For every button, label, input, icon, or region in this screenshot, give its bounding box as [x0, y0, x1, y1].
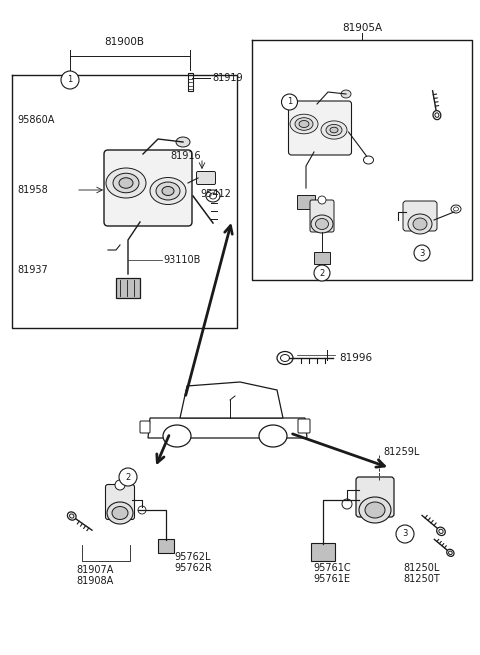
- FancyBboxPatch shape: [140, 421, 150, 433]
- Ellipse shape: [330, 127, 338, 133]
- Ellipse shape: [315, 219, 328, 229]
- Ellipse shape: [162, 187, 174, 195]
- Ellipse shape: [150, 178, 186, 204]
- Text: 95860A: 95860A: [17, 115, 54, 125]
- Ellipse shape: [311, 215, 333, 233]
- Circle shape: [281, 94, 298, 110]
- Ellipse shape: [259, 425, 287, 447]
- FancyBboxPatch shape: [356, 477, 394, 517]
- Circle shape: [414, 245, 430, 261]
- Text: 81905A: 81905A: [342, 23, 382, 33]
- FancyBboxPatch shape: [188, 73, 192, 91]
- Circle shape: [138, 506, 146, 514]
- FancyBboxPatch shape: [310, 200, 334, 232]
- FancyBboxPatch shape: [158, 539, 174, 553]
- FancyBboxPatch shape: [106, 485, 134, 519]
- FancyBboxPatch shape: [104, 150, 192, 226]
- Text: 81259L: 81259L: [383, 447, 420, 457]
- Ellipse shape: [439, 529, 443, 533]
- Ellipse shape: [447, 550, 454, 556]
- Ellipse shape: [435, 113, 439, 117]
- FancyBboxPatch shape: [311, 543, 335, 561]
- FancyBboxPatch shape: [116, 278, 140, 298]
- FancyBboxPatch shape: [288, 101, 351, 155]
- Text: 95412: 95412: [200, 189, 231, 199]
- Ellipse shape: [67, 512, 76, 520]
- Ellipse shape: [363, 156, 373, 164]
- Ellipse shape: [321, 121, 347, 139]
- Circle shape: [119, 468, 137, 486]
- Text: 81996: 81996: [339, 353, 372, 363]
- Ellipse shape: [209, 193, 216, 199]
- Circle shape: [396, 525, 414, 543]
- Ellipse shape: [326, 124, 342, 136]
- Ellipse shape: [113, 174, 139, 193]
- Ellipse shape: [290, 114, 318, 134]
- Text: 95762R: 95762R: [174, 563, 212, 573]
- Text: 1: 1: [67, 75, 72, 84]
- Text: 81919: 81919: [212, 73, 242, 83]
- Ellipse shape: [163, 425, 191, 447]
- Text: 81250L: 81250L: [403, 563, 439, 573]
- Ellipse shape: [437, 527, 445, 536]
- Ellipse shape: [454, 207, 458, 211]
- Text: 81250T: 81250T: [403, 574, 440, 584]
- Ellipse shape: [280, 354, 289, 362]
- Ellipse shape: [299, 121, 309, 128]
- Ellipse shape: [408, 214, 432, 234]
- Text: 1: 1: [287, 98, 292, 107]
- Ellipse shape: [295, 118, 313, 130]
- Text: 95762L: 95762L: [174, 552, 211, 562]
- Text: 81916: 81916: [170, 151, 201, 161]
- FancyBboxPatch shape: [297, 195, 315, 209]
- FancyBboxPatch shape: [196, 172, 216, 185]
- FancyBboxPatch shape: [298, 419, 310, 433]
- Text: 81908A: 81908A: [76, 576, 113, 586]
- Text: 95761E: 95761E: [313, 574, 350, 584]
- Polygon shape: [148, 418, 307, 438]
- Ellipse shape: [451, 205, 461, 213]
- Ellipse shape: [112, 506, 128, 519]
- Ellipse shape: [206, 190, 220, 202]
- Circle shape: [115, 480, 125, 490]
- Ellipse shape: [70, 514, 74, 518]
- Circle shape: [61, 71, 79, 89]
- Ellipse shape: [119, 178, 133, 188]
- Text: 81937: 81937: [17, 265, 48, 275]
- Ellipse shape: [365, 502, 385, 518]
- Text: 95761C: 95761C: [313, 563, 350, 573]
- Text: 81907A: 81907A: [76, 565, 113, 575]
- Text: 81900B: 81900B: [104, 37, 144, 47]
- Ellipse shape: [433, 111, 441, 120]
- Text: 2: 2: [125, 472, 131, 481]
- Circle shape: [318, 196, 326, 204]
- Ellipse shape: [359, 497, 391, 523]
- Text: 2: 2: [319, 269, 324, 278]
- Ellipse shape: [107, 502, 133, 524]
- Text: 3: 3: [402, 529, 408, 538]
- Ellipse shape: [341, 90, 351, 98]
- Text: 81958: 81958: [17, 185, 48, 195]
- Ellipse shape: [413, 218, 427, 230]
- Circle shape: [314, 265, 330, 281]
- FancyBboxPatch shape: [314, 252, 330, 264]
- Ellipse shape: [156, 182, 180, 200]
- Ellipse shape: [277, 352, 293, 364]
- Text: 93110B: 93110B: [163, 255, 200, 265]
- Ellipse shape: [176, 137, 190, 147]
- Circle shape: [342, 499, 352, 509]
- Ellipse shape: [106, 168, 146, 198]
- Ellipse shape: [448, 551, 452, 555]
- Text: 3: 3: [420, 248, 425, 257]
- FancyBboxPatch shape: [403, 201, 437, 231]
- Polygon shape: [180, 382, 283, 418]
